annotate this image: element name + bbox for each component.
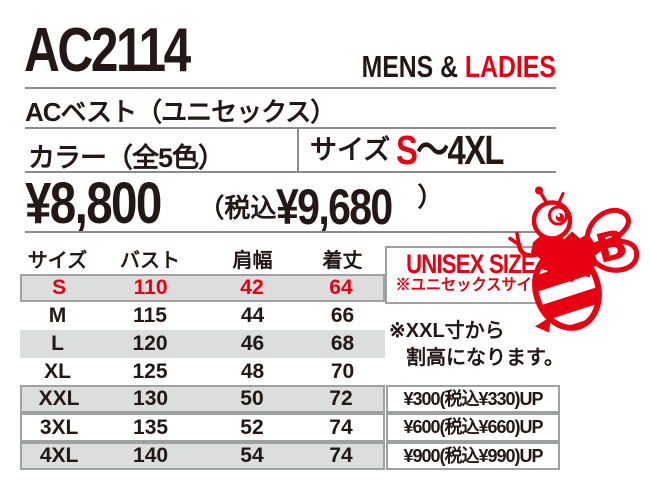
color-count-label: カラー（全5色） [28,143,225,173]
table-row: S 110 42 64 [20,274,385,302]
surcharge-4xl: ¥900(税込¥990)UP [386,442,560,470]
cell-size: S [52,276,67,299]
cell-size: L [51,332,64,355]
cell-length: 70 [330,360,355,383]
cell-shoulder: 54 [240,444,264,467]
cell-size: XL [44,360,71,383]
cell-shoulder: 48 [240,360,265,383]
cell-bust: 125 [132,360,168,383]
audience-mens: MENS & [361,49,466,84]
table-header-row: サイズ バスト 肩幅 着丈 [20,243,385,273]
cell-bust: 130 [133,387,169,410]
cell-bust: 120 [132,332,168,355]
cell-length: 72 [329,387,353,410]
cell-length: 64 [329,276,353,299]
cell-shoulder: 44 [240,304,265,327]
price-tax-prefix: （税込 [198,193,277,223]
cell-bust: 110 [133,276,168,299]
size-range: サイズ S～4XL [310,129,530,171]
surcharge-xxl: ¥300(税込¥330)UP [386,385,560,413]
divider-under-specs [25,171,556,173]
col-header-shoulder: 肩幅 [232,249,273,272]
price-block: ¥8,800 （税込 ¥9,680 ） [25,171,444,236]
divider-under-name [25,127,556,129]
cell-shoulder: 46 [240,332,265,355]
cell-bust: 140 [133,444,169,467]
audience-label: MENS & LADIES [313,50,556,84]
surcharge-note-line1: ※XXL寸から [389,320,505,342]
divider-above-table [25,231,556,233]
table-row: 3XL 135 52 74 [20,413,385,442]
unisex-size-subtitle: ※ユニセックスサイズ [395,277,547,294]
col-header-length: 着丈 [322,249,363,272]
cell-size: M [48,304,67,327]
price-main: ¥8,800 [25,171,162,236]
unisex-size-badge: UNISEX SIZE ※ユニセックスサイズ [385,246,557,304]
cell-bust: 135 [133,415,169,439]
cell-length: 68 [330,332,355,355]
product-code-text: AC2114 [24,16,191,85]
unisex-size-title: UNISEX SIZE [406,249,537,279]
product-name: ACベスト（ユニセックス） [25,97,336,127]
table-row: 4XL 140 54 74 [20,442,385,470]
size-range-start: S [396,127,418,173]
table-row: L 120 46 68 [20,330,385,358]
cell-bust: 115 [133,304,167,327]
size-range-rest: ～4XL [416,127,504,173]
cell-shoulder: 50 [240,387,264,410]
col-header-size: サイズ [27,249,88,272]
price-tax-included: ¥9,680 [276,179,393,235]
audience-ladies: LADIES [465,49,556,84]
cell-length: 74 [329,415,353,439]
cell-size: 3XL [39,415,79,439]
table-row: XXL 130 50 72 [20,385,385,413]
size-range-label: サイズ [310,135,391,165]
cell-size: 4XL [39,444,79,467]
surcharge-3xl: ¥600(税込¥660)UP [386,413,560,442]
cell-length: 66 [330,304,355,327]
table-row: XL 125 48 70 [20,358,385,386]
cell-size: XXL [38,387,80,410]
product-code: AC2114 [24,16,230,86]
cell-shoulder: 42 [240,276,264,299]
spec-vertical-divider [297,129,299,172]
price-tax-suffix: ） [417,182,444,212]
cell-shoulder: 52 [240,415,264,439]
bee-mascot-icon: B [508,186,640,338]
cell-length: 74 [329,444,353,467]
col-header-bust: バスト [120,249,180,272]
table-row: M 115 44 66 [20,302,385,330]
divider-top [25,87,556,89]
surcharge-note-line2: 割高になります。 [406,347,564,369]
